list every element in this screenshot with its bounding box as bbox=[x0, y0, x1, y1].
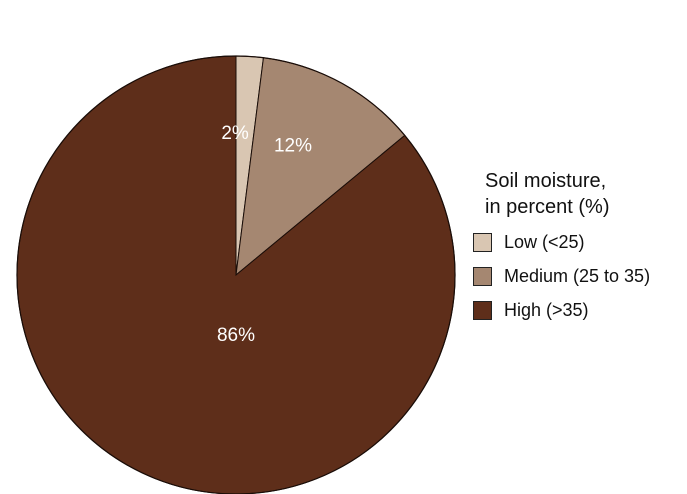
slice-label-medium: 12% bbox=[274, 136, 312, 157]
legend-swatch-high bbox=[473, 300, 492, 320]
legend-swatch-medium bbox=[473, 266, 492, 286]
pie-outline bbox=[16, 55, 456, 494]
legend-item-high: High (>35) bbox=[473, 298, 685, 322]
legend-item-medium: Medium (25 to 35) bbox=[473, 264, 685, 288]
legend-title-line-1: Soil moisture, bbox=[485, 170, 607, 192]
legend-title-line-2: in percent (%) bbox=[485, 196, 610, 218]
legend: Soil moisture, in percent (%) Low (<25) … bbox=[473, 168, 685, 322]
legend-label-low: Low (<25) bbox=[504, 231, 585, 252]
legend-label-high: High (>35) bbox=[504, 299, 589, 320]
legend-label-medium: Medium (25 to 35) bbox=[504, 265, 651, 286]
slice-label-high: 86% bbox=[217, 325, 255, 346]
slice-label-low: 2% bbox=[221, 123, 249, 144]
legend-item-low: Low (<25) bbox=[473, 230, 685, 254]
legend-swatch-low bbox=[473, 232, 492, 252]
